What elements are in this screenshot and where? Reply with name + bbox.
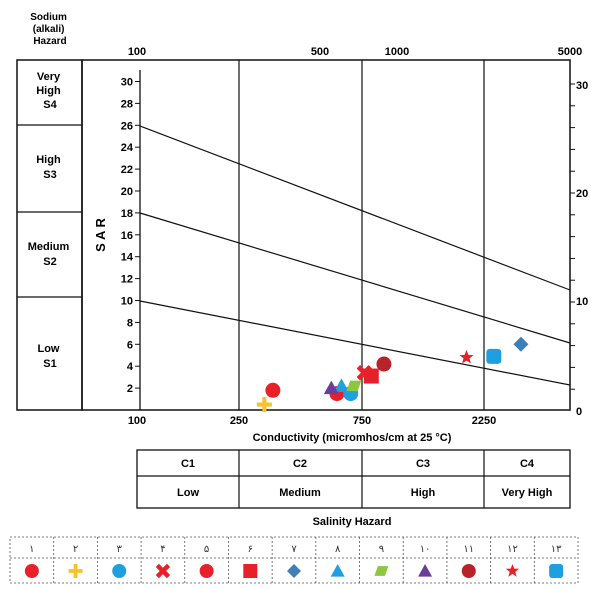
- top-axis-label: 500: [311, 46, 329, 58]
- bottom-axis-label: 100: [128, 415, 146, 427]
- legend-symbol-10: [418, 564, 433, 577]
- data-point-sample-8: [333, 378, 349, 392]
- legend-number: ۶: [248, 544, 253, 555]
- legend-symbol-12: [505, 564, 520, 577]
- right-axis-label: 10: [576, 296, 588, 308]
- salinity-name-very-high: Very High: [502, 487, 553, 499]
- legend-number: ١٢: [507, 544, 518, 555]
- right-axis-label: 20: [576, 188, 588, 200]
- legend-number: ٣: [117, 544, 123, 555]
- sodium-hazard-title: Sodium (alkali) Hazard: [30, 12, 69, 47]
- legend-symbol-4: [155, 563, 171, 579]
- sodium-boundary-lines: [139, 125, 571, 386]
- left-tick-label: 8: [127, 317, 133, 329]
- left-tick-label: 2: [127, 383, 133, 395]
- bottom-axis-label: 2250: [472, 415, 496, 427]
- legend-symbol-13: [549, 564, 564, 578]
- boundary-s3-s4: [139, 125, 571, 291]
- boundary-s2-s3: [139, 212, 571, 344]
- right-axis: 0 10 20 30: [570, 80, 588, 418]
- legend-number: ١: [29, 544, 34, 555]
- salinity-class-lines: [238, 60, 485, 410]
- legend-number: ٢: [73, 544, 78, 555]
- data-point-sample-7: [513, 336, 529, 352]
- left-tick-label: 30: [121, 77, 133, 89]
- top-axis-label: 100: [128, 46, 146, 58]
- legend-number: ٨: [335, 544, 341, 555]
- salinity-name-low: Low: [177, 487, 199, 499]
- left-tick-label: 14: [121, 252, 134, 264]
- sodium-zone-s2: Medium S2: [28, 241, 73, 268]
- left-tick-label: 18: [121, 208, 133, 220]
- data-point-sample-6: [363, 368, 379, 384]
- left-tick-label: 6: [127, 339, 133, 351]
- sodium-zone-s4: Very High S4: [36, 71, 64, 111]
- salinity-name-medium: Medium: [279, 487, 321, 499]
- legend-symbol-3: [112, 564, 127, 578]
- data-point-sample-9: [346, 380, 362, 392]
- right-axis-label: 0: [576, 406, 582, 418]
- data-points: [256, 336, 529, 413]
- legend-number: ١٣: [551, 544, 562, 555]
- legend-symbol-6: [243, 564, 258, 578]
- legend-number: ١١: [463, 544, 474, 555]
- data-point-sample-2: [256, 397, 272, 413]
- salinity-table: C1 C2 C3 C4 Low Medium High Very High Sa…: [136, 449, 571, 528]
- sodium-zone-s3: High S3: [36, 154, 64, 181]
- data-point-sample-13: [486, 348, 502, 364]
- legend-symbol-8: [330, 564, 345, 577]
- left-tick-label: 4: [127, 361, 134, 373]
- salinity-name-high: High: [411, 487, 436, 499]
- left-tick-label: 12: [121, 274, 133, 286]
- data-point-sample-10: [323, 380, 339, 395]
- top-axis: 100 500 1000 5000: [128, 46, 582, 58]
- sodium-zone-s1: Low S1: [37, 343, 62, 370]
- legend-table: ١ ٢ ٣ ۴ ۵ ۶ ٧ ٨ ٩ ١٠ ١١ ١٢ ١٣: [9, 536, 579, 584]
- legend-number: ٧: [291, 544, 297, 555]
- legend-number: ١٠: [420, 544, 431, 555]
- top-axis-label: 5000: [558, 46, 582, 58]
- legend-frame: [9, 536, 579, 584]
- left-tick-label: 22: [121, 164, 133, 176]
- salinity-class-c1: C1: [181, 458, 195, 470]
- salinity-class-c3: C3: [416, 458, 430, 470]
- legend-number: ۵: [204, 544, 209, 555]
- legend-number: ٩: [379, 544, 384, 555]
- bottom-axis-label: 250: [230, 415, 248, 427]
- top-axis-label: 1000: [385, 46, 409, 58]
- left-tick-label: 10: [121, 296, 133, 308]
- y-axis-label: S A R: [93, 218, 108, 252]
- data-point-sample-5: [265, 382, 281, 398]
- salinity-class-c2: C2: [293, 458, 307, 470]
- right-axis-ticks: [570, 83, 575, 390]
- legend-cells: ١ ٢ ٣ ۴ ۵ ۶ ٧ ٨ ٩ ١٠ ١١ ١٢ ١٣: [24, 537, 564, 583]
- salinity-hazard-title: Salinity Hazard: [313, 516, 392, 528]
- legend-symbol-1: [24, 564, 39, 578]
- bottom-axis: 100 250 750 2250: [128, 415, 496, 427]
- legend-number: ۴: [160, 544, 165, 555]
- left-tick-label: 20: [121, 186, 133, 198]
- right-axis-label: 30: [576, 80, 588, 92]
- boundary-s1-s2: [139, 300, 571, 386]
- left-tick-label: 26: [121, 120, 133, 132]
- left-tick-label: 24: [121, 142, 134, 154]
- sodium-hazard-panel: Sodium (alkali) Hazard Very High S4 High…: [16, 12, 83, 411]
- bottom-axis-label: 750: [353, 415, 371, 427]
- left-tick-label: 28: [121, 98, 133, 110]
- salinity-table-frame: [136, 449, 571, 509]
- data-point-sample-11: [376, 356, 392, 372]
- salinity-class-c4: C4: [520, 458, 535, 470]
- legend-symbol-5: [199, 564, 214, 578]
- legend-symbol-2: [68, 564, 83, 578]
- legend-symbol-7: [287, 564, 301, 578]
- plot-frame: [81, 59, 571, 411]
- left-tick-label: 16: [121, 230, 133, 242]
- data-point-sample-12: [459, 349, 474, 364]
- legend-symbol-11: [461, 564, 476, 578]
- x-axis-label: Conductivity (micromhos/cm at 25 °C): [253, 432, 452, 444]
- legend-symbol-9: [374, 566, 389, 576]
